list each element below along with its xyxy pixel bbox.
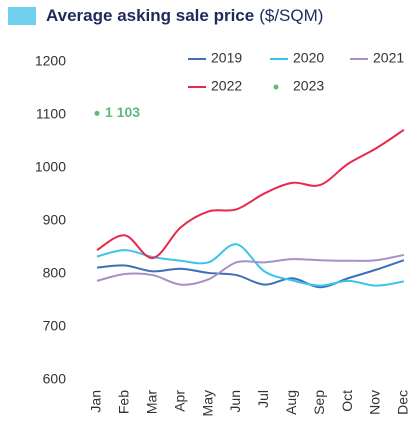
x-tick-label: Apr	[171, 390, 187, 412]
y-tick-label: 1000	[35, 159, 66, 175]
y-tick-label: 700	[43, 318, 67, 334]
y-tick-label: 800	[43, 265, 67, 281]
x-tick-label: Dec	[395, 390, 411, 415]
y-tick-label: 1100	[36, 106, 66, 122]
series-line	[96, 129, 405, 260]
chart-title: Average asking sale price ($/SQM)	[46, 6, 323, 25]
x-tick-label: Oct	[339, 390, 355, 412]
title-swatch	[8, 7, 36, 25]
legend-label: 2023	[293, 78, 324, 94]
x-tick-label: Nov	[367, 390, 383, 415]
x-tick-label: Jan	[88, 390, 104, 413]
x-tick-label: Jun	[227, 390, 243, 413]
x-tick-label: May	[199, 390, 215, 416]
x-tick-label: Aug	[283, 390, 299, 415]
legend-label: 2019	[211, 50, 242, 66]
y-tick-label: 600	[43, 371, 67, 387]
legend-swatch	[273, 84, 279, 90]
x-tick-label: Jul	[255, 390, 271, 408]
title-main: Average asking sale price	[46, 6, 254, 25]
legend-label: 2022	[211, 78, 242, 94]
x-tick-label: Mar	[144, 390, 160, 414]
series-line	[96, 253, 405, 286]
x-tick-label: Feb	[116, 390, 132, 414]
y-tick-label: 1200	[35, 53, 66, 69]
series-line	[96, 243, 405, 287]
x-tick-label: Sep	[311, 390, 327, 415]
series-line	[96, 259, 405, 289]
value-label: 1 103	[105, 104, 140, 120]
y-tick-label: 900	[43, 212, 67, 228]
point	[94, 110, 100, 116]
legend-label: 2021	[373, 50, 404, 66]
title-unit: ($/SQM)	[259, 6, 323, 25]
legend-label: 2020	[293, 50, 324, 66]
